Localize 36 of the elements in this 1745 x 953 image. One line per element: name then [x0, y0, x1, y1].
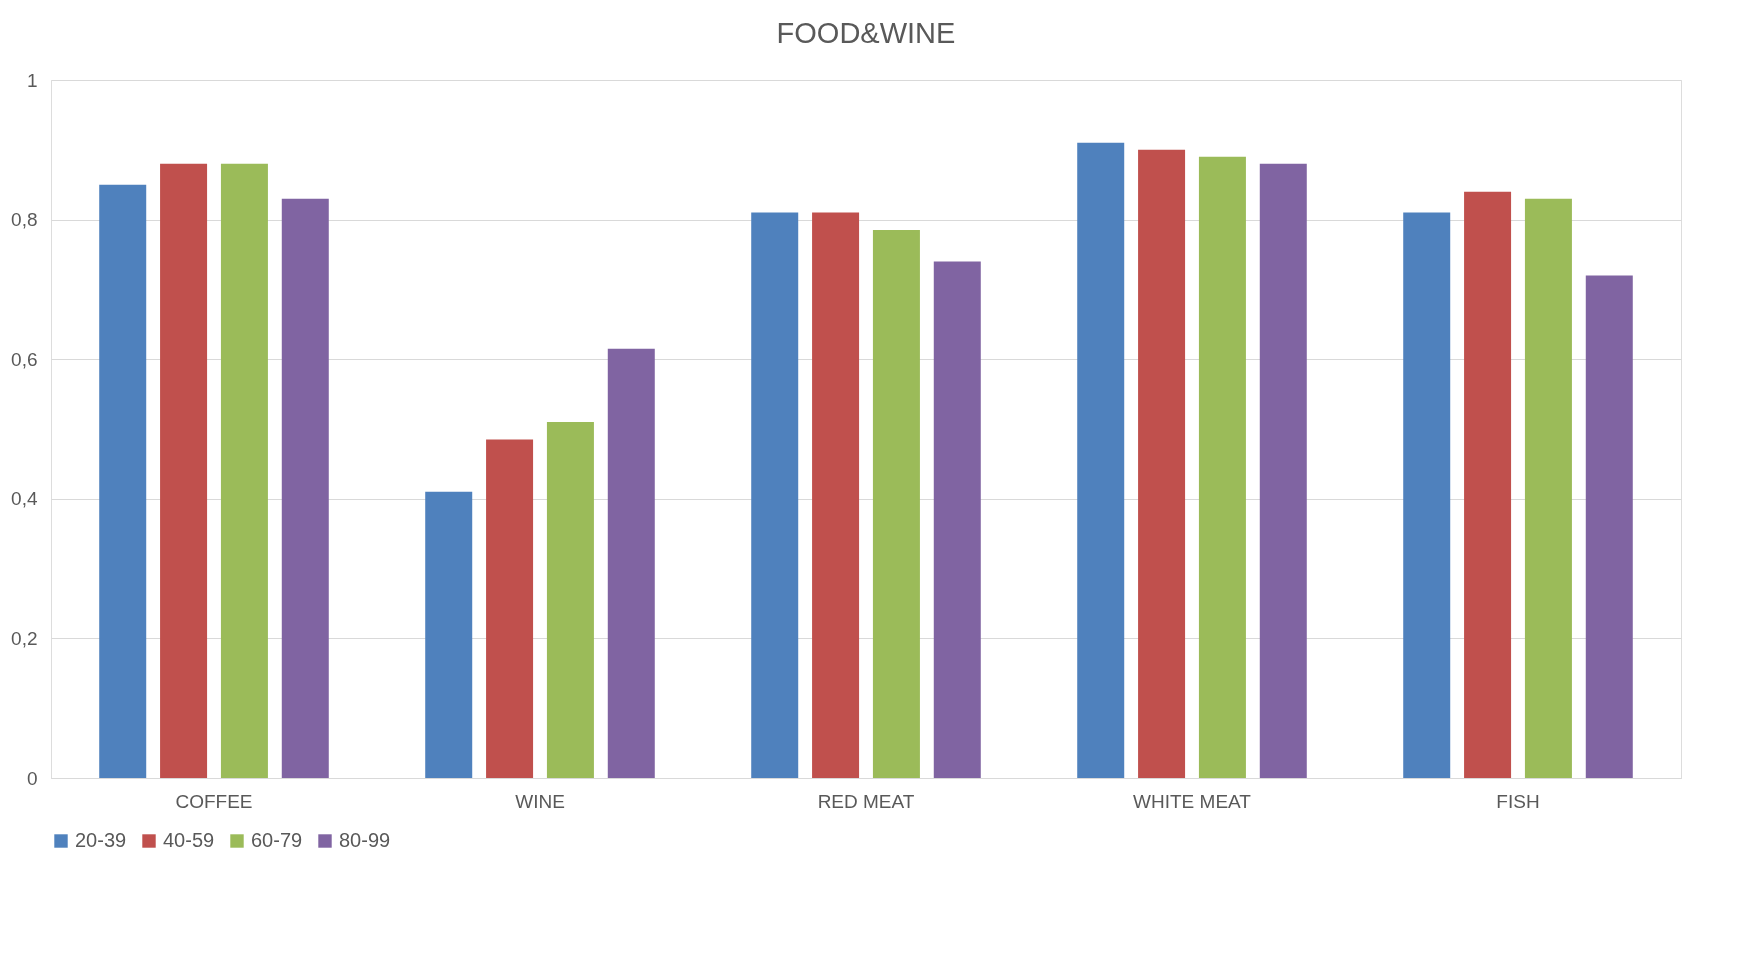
bar: [486, 439, 534, 778]
y-tick-label: 0,8: [11, 209, 38, 231]
y-tick-label: 0,6: [11, 348, 38, 370]
x-tick-label: WHITE MEAT: [1133, 790, 1252, 812]
legend-label: 40-59: [163, 829, 215, 851]
bar: [160, 163, 208, 778]
legend-label: 20-39: [75, 829, 127, 851]
y-tick-label: 0,4: [11, 488, 38, 510]
bar: [1524, 198, 1572, 778]
bar: [546, 422, 594, 778]
y-tick-label: 0,2: [11, 627, 38, 649]
chart-title: FOOD&WINE: [776, 17, 956, 49]
bar: [281, 198, 329, 778]
x-tick-label: RED MEAT: [817, 790, 915, 812]
bar: [1403, 212, 1451, 778]
bar: [220, 163, 268, 778]
legend-label: 60-79: [251, 829, 303, 851]
bar: [1259, 163, 1307, 778]
bar: [425, 491, 473, 778]
bar: [751, 212, 799, 778]
x-tick-label: COFFEE: [175, 790, 253, 812]
bar: [872, 230, 920, 778]
bar: [99, 184, 147, 778]
x-tick-label: WINE: [515, 790, 565, 812]
bar: [1585, 275, 1633, 778]
bar: [1077, 142, 1125, 778]
y-tick-label: 0: [26, 767, 38, 789]
bar: [1198, 156, 1246, 778]
bar: [1138, 149, 1186, 778]
bar: [607, 348, 655, 778]
bar: [933, 261, 981, 778]
bar: [1464, 191, 1512, 778]
bar: [812, 212, 860, 778]
y-tick-label: 1: [26, 69, 38, 91]
x-tick-label: FISH: [1496, 790, 1540, 812]
legend-label: 80-99: [339, 829, 391, 851]
